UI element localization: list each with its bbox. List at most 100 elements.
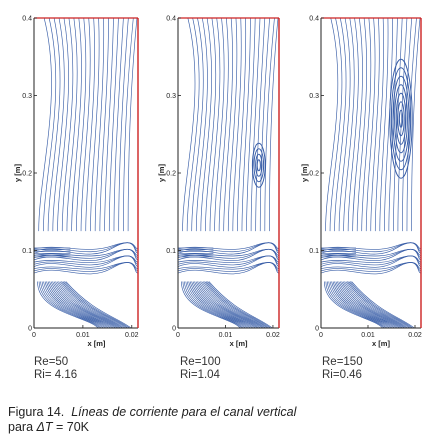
streamline (38, 281, 101, 329)
y-tick-label: 0 (172, 326, 176, 333)
streamline (205, 17, 217, 232)
streamline (202, 281, 266, 329)
streamline (194, 281, 256, 329)
streamline (43, 281, 106, 329)
y-tick-label: 0.3 (22, 93, 32, 100)
streamline (365, 17, 376, 232)
streamline (185, 281, 246, 329)
streamline-band (320, 255, 422, 268)
streamline (237, 17, 247, 232)
streamline (208, 281, 273, 329)
streamline-band (320, 262, 422, 270)
streamline (52, 17, 65, 232)
streamline-band (33, 255, 139, 263)
streamline (62, 281, 128, 329)
streamline (345, 281, 408, 329)
reynolds-label: Re=100 (180, 356, 221, 368)
streamline (127, 17, 138, 232)
streamline (338, 281, 400, 329)
streamline (388, 17, 398, 232)
streamline-band (33, 255, 139, 268)
streamline (37, 281, 99, 329)
x-tick-label: 0.01 (76, 332, 90, 339)
streamline (123, 17, 134, 232)
streamline-band (320, 242, 422, 255)
streamline (259, 17, 270, 232)
streamline-band (177, 242, 280, 250)
streamline (40, 281, 102, 329)
streamline (341, 281, 403, 329)
y-tick-label: 0.1 (166, 248, 176, 255)
y-tick-label: 0.2 (166, 171, 176, 178)
streamline (338, 17, 351, 232)
streamline (342, 281, 405, 329)
streamline-band (33, 262, 139, 272)
streamline (38, 17, 52, 232)
streamline (349, 281, 413, 329)
streamline (85, 17, 95, 232)
vortex-streamline (390, 67, 412, 171)
streamline (227, 17, 238, 232)
streamline (325, 17, 339, 232)
streamline (370, 17, 380, 232)
vortex-streamline (395, 92, 407, 145)
streamline (76, 17, 87, 232)
streamline-band (177, 262, 280, 270)
streamline (204, 281, 268, 329)
y-tick-label: 0 (315, 326, 319, 333)
streamline (344, 281, 407, 329)
streamline (80, 17, 91, 232)
streamline (61, 281, 127, 329)
x-tick-label: 0.02 (408, 332, 422, 339)
streamline-band (177, 255, 280, 268)
streamline (184, 281, 244, 329)
streamline (182, 17, 196, 232)
streamline (99, 17, 109, 232)
streamline (113, 17, 124, 232)
streamline-band (177, 242, 280, 253)
caption-line2-suffix: = 70K (52, 420, 90, 434)
streamline (90, 17, 100, 232)
streamline-band (177, 262, 280, 275)
y-axis-label: y [m] (300, 164, 309, 182)
streamline (328, 281, 388, 329)
streamline (324, 281, 383, 329)
streamline (269, 17, 279, 232)
streamline (56, 281, 121, 329)
streamline (351, 281, 415, 329)
panel-1-params: Re=50 Ri= 4.16 (34, 356, 77, 382)
streamline (195, 281, 258, 329)
streamline (44, 281, 108, 329)
vortex-streamline (392, 75, 410, 162)
streamline-band (320, 248, 422, 259)
x-tick-label: 0 (176, 332, 180, 339)
streamline (192, 281, 254, 329)
richardson-label: Ri= 4.16 (34, 369, 78, 381)
vortex-streamline (394, 84, 408, 154)
streamline (334, 281, 395, 329)
streamline-band (33, 248, 139, 259)
y-tick-label: 0.4 (309, 16, 319, 23)
vortex-streamline (397, 101, 405, 137)
streamline (347, 17, 359, 232)
streamline (201, 281, 265, 329)
streamline (347, 281, 410, 329)
streamline (52, 281, 116, 329)
y-tick-label: 0 (28, 326, 32, 333)
streamline (49, 281, 113, 329)
streamline (343, 17, 355, 232)
streamline (379, 17, 389, 232)
y-tick-label: 0.1 (309, 248, 319, 255)
y-tick-label: 0.1 (22, 248, 32, 255)
streamline (332, 281, 393, 329)
vortex-streamline (251, 142, 266, 188)
vortex-streamline (389, 58, 413, 179)
y-tick-label: 0.2 (309, 171, 319, 178)
streamline (186, 17, 200, 232)
streamline (104, 17, 114, 232)
streamline (182, 281, 243, 329)
streamline (232, 17, 242, 232)
streamline-band (320, 262, 422, 275)
streamline (181, 281, 241, 329)
y-tick-label: 0.4 (166, 16, 176, 23)
